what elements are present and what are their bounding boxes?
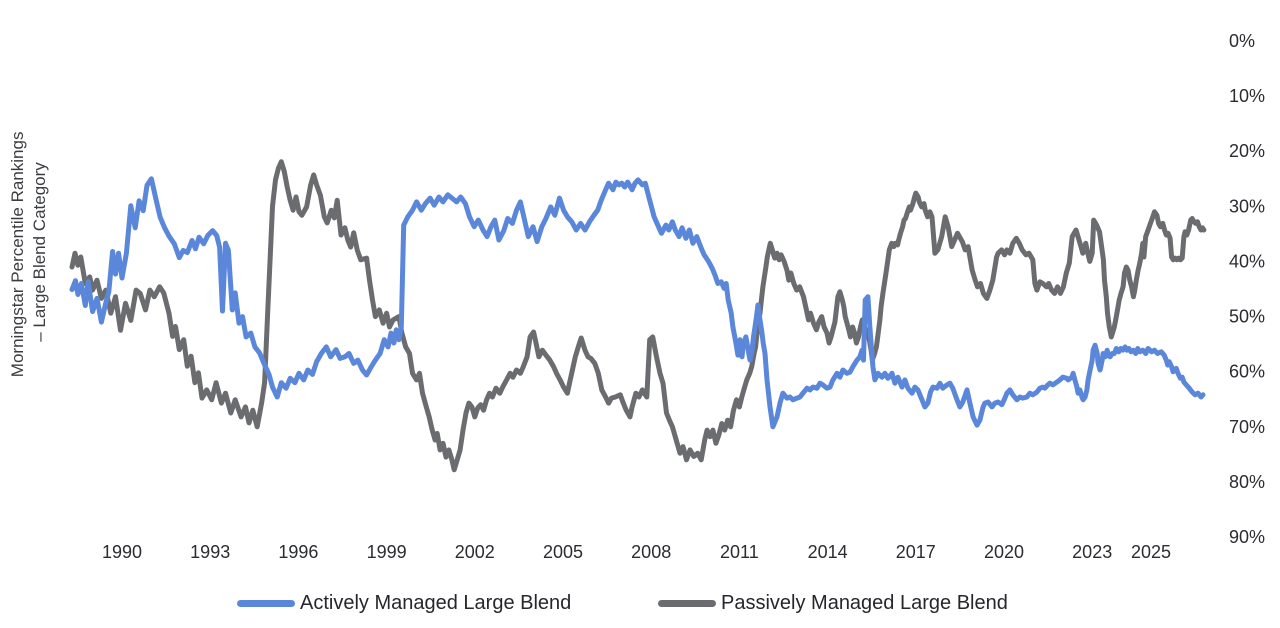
y-axis-title: Morningstar Percentile Rankings – Large … xyxy=(8,127,49,377)
y-tick-label: 30% xyxy=(1229,196,1265,216)
legend-label-active: Actively Managed Large Blend xyxy=(300,591,572,614)
legend-item-passive: Passively Managed Large Blend xyxy=(658,591,1008,614)
x-tick-label: 1993 xyxy=(190,542,230,562)
x-tick-label: 2023 xyxy=(1072,542,1112,562)
y-tick-label: 80% xyxy=(1229,472,1265,492)
active-series-swatch xyxy=(237,599,295,607)
y-tick-label: 0% xyxy=(1229,31,1255,51)
y-tick-label: 60% xyxy=(1229,362,1265,382)
y-tick-label: 20% xyxy=(1229,141,1265,161)
x-tick-label: 2002 xyxy=(455,542,495,562)
x-tick-label: 1999 xyxy=(367,542,407,562)
y-tick-label: 90% xyxy=(1229,527,1265,547)
y-tick-label: 40% xyxy=(1229,251,1265,271)
y-axis-title-line2: – Large Blend Category xyxy=(30,162,49,342)
passively-managed-large-blend-line xyxy=(69,159,1207,473)
series-lines xyxy=(69,159,1207,473)
y-axis-tick-labels: 0% 10% 20% 30% 40% 50% 60% 70% 80% 90% xyxy=(1229,31,1265,547)
x-tick-label: 2008 xyxy=(631,542,671,562)
x-tick-label: 1996 xyxy=(278,542,318,562)
x-tick-label: 2020 xyxy=(984,542,1024,562)
x-tick-label: 2011 xyxy=(720,542,759,562)
y-tick-label: 70% xyxy=(1229,417,1265,437)
x-axis-tick-labels: 1990 1993 1996 1999 2002 2005 2008 2011 2014 2017… xyxy=(102,542,1171,562)
legend-item-active: Actively Managed Large Blend xyxy=(237,591,572,614)
x-tick-label: 1990 xyxy=(102,542,142,562)
y-tick-label: 50% xyxy=(1229,307,1265,327)
y-tick-label: 10% xyxy=(1229,86,1265,106)
x-tick-label: 2014 xyxy=(808,542,848,562)
actively-managed-large-blend-line xyxy=(69,176,1206,430)
legend-label-passive: Passively Managed Large Blend xyxy=(721,591,1008,614)
x-tick-label: 2025 xyxy=(1131,542,1171,562)
x-tick-label: 2005 xyxy=(543,542,583,562)
passive-series-swatch xyxy=(658,599,716,607)
y-axis-title-line1: Morningstar Percentile Rankings xyxy=(8,132,27,378)
x-tick-label: 2017 xyxy=(896,542,936,562)
